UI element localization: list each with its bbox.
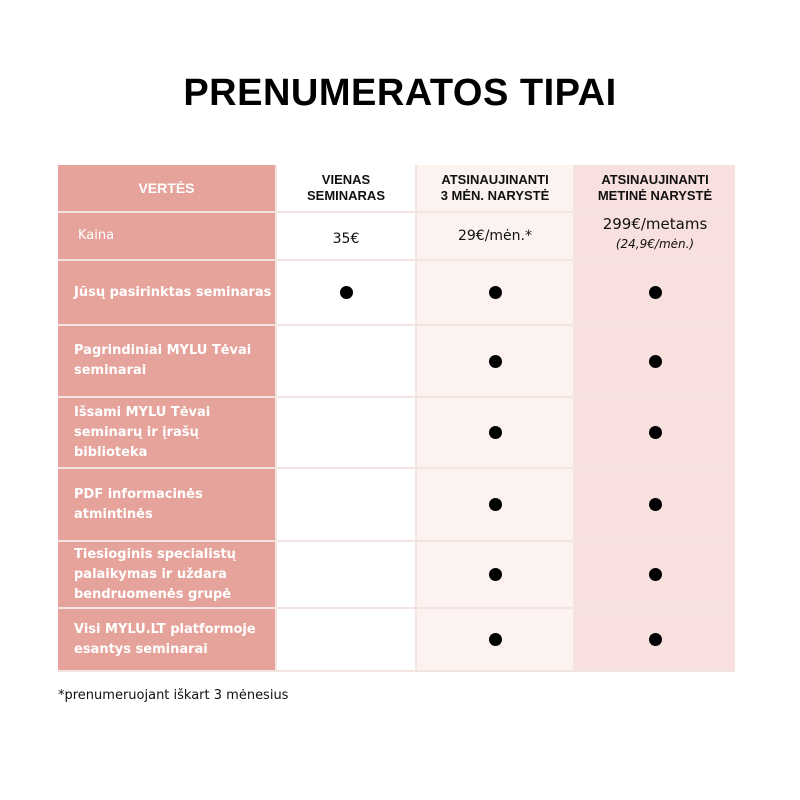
feature-cell-col2	[417, 261, 575, 326]
feature-cell-col3	[575, 326, 735, 398]
included-dot-icon	[488, 568, 502, 581]
feature-cell-col3	[575, 609, 735, 672]
price-single: 35€	[277, 213, 417, 261]
feature-cell-col1	[277, 261, 417, 326]
feature-cell-col3	[575, 469, 735, 542]
included-dot-icon	[488, 354, 502, 368]
header-3-month: ATSINAUJINANTI 3 MĖN. NARYSTĖ	[417, 165, 575, 213]
included-dot-icon	[648, 354, 662, 368]
header-line: VIENAS	[321, 172, 371, 187]
feature-label: Pagrindiniai MYLU Tėvai seminarai	[58, 326, 277, 398]
feature-cell-col2	[417, 609, 575, 672]
header-line: SEMINARAS	[306, 188, 385, 203]
header-line: ATSINAUJINANTI	[601, 172, 709, 187]
price-3-month: 29€/mėn.*	[417, 213, 575, 261]
included-dot-icon	[339, 286, 353, 299]
feature-label: Išsami MYLU Tėvai seminarų ir įrašų bibl…	[58, 398, 277, 469]
header-line: ATSINAUJINANTI	[441, 172, 549, 187]
pricing-table: VERTĖS VIENAS SEMINARAS ATSINAUJINANTI 3 M…	[58, 165, 735, 672]
feature-label: PDF informacinės atmintinės	[58, 469, 277, 542]
included-dot-icon	[648, 633, 662, 646]
included-dot-icon	[488, 426, 502, 439]
included-dot-icon	[648, 286, 662, 299]
feature-label: Visi MYLU.LT platformoje esantys seminar…	[58, 609, 277, 672]
included-dot-icon	[488, 286, 502, 299]
page-title: PRENUMERATOS TIPAI	[183, 72, 617, 114]
price-annual-monthly: (24,9€/mėn.)	[615, 237, 695, 251]
included-dot-icon	[488, 498, 502, 511]
feature-cell-col2	[417, 469, 575, 542]
feature-label: Tiesioginis specialistų palaikymas ir už…	[58, 542, 277, 609]
feature-cell-col1	[277, 326, 417, 398]
feature-cell-col1	[277, 609, 417, 672]
feature-cell-col1	[277, 469, 417, 542]
feature-cell-col2	[417, 398, 575, 469]
feature-cell-col1	[277, 542, 417, 609]
included-dot-icon	[488, 633, 502, 646]
price-annual: 299€/metams (24,9€/mėn.)	[575, 213, 735, 261]
feature-cell-col1	[277, 398, 417, 469]
header-annual: ATSINAUJINANTI METINĖ NARYSTĖ	[575, 165, 735, 213]
feature-cell-col2	[417, 542, 575, 609]
header-values: VERTĖS	[58, 165, 277, 213]
price-annual-value: 299€/metams	[602, 215, 708, 233]
feature-cell-col3	[575, 542, 735, 609]
header-line: 3 MĖN. NARYSTĖ	[440, 188, 550, 203]
header-single-seminar: VIENAS SEMINARAS	[277, 165, 417, 213]
footnote: *prenumeruojant iškart 3 mėnesius	[58, 688, 289, 703]
included-dot-icon	[648, 426, 662, 439]
feature-label: Jūsų pasirinktas seminaras	[58, 261, 277, 326]
included-dot-icon	[648, 568, 662, 581]
feature-cell-col3	[575, 261, 735, 326]
feature-cell-col3	[575, 398, 735, 469]
header-line: METINĖ NARYSTĖ	[597, 188, 713, 203]
included-dot-icon	[648, 498, 662, 511]
price-label: Kaina	[58, 213, 277, 261]
feature-cell-col2	[417, 326, 575, 398]
